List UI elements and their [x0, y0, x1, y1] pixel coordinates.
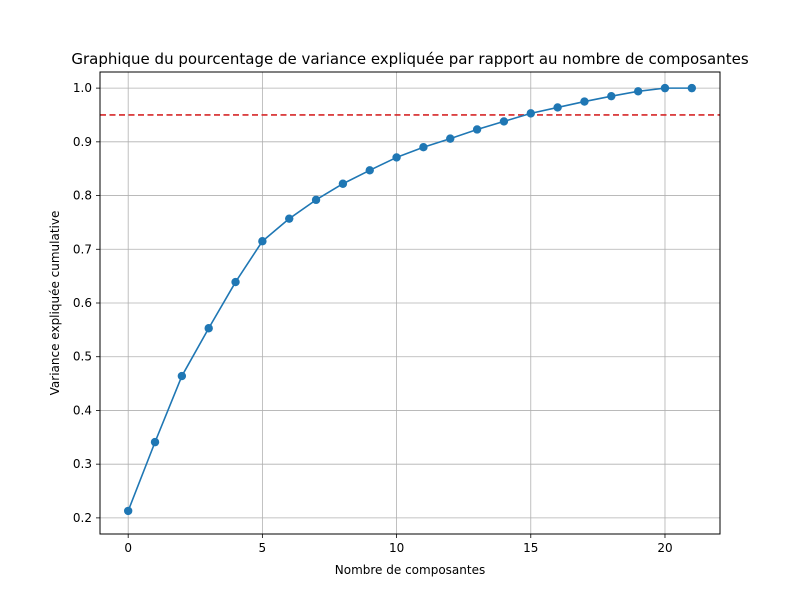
y-axis-label: Variance expliquée cumulative [48, 211, 62, 396]
data-point [553, 103, 562, 112]
x-tick-label: 10 [389, 541, 404, 555]
data-point [204, 324, 213, 333]
data-point [392, 153, 401, 162]
data-point [338, 179, 348, 188]
data-point [607, 91, 616, 101]
y-tick-label: 0.2 [73, 511, 92, 525]
y-axis-ticks: 0.2 0.3 0.4 0.5 0.6 0.7 0.8 0.9 1.0 [73, 81, 100, 525]
x-axis-ticks: 0 5 10 15 20 [124, 534, 673, 555]
series-layer [123, 83, 697, 516]
data-point [419, 143, 428, 152]
data-point [123, 506, 133, 516]
data-point [633, 87, 643, 96]
data-point [365, 166, 374, 175]
series-line [127, 87, 692, 512]
y-tick-label: 0.3 [73, 457, 92, 471]
data-point [285, 214, 294, 223]
data-point [446, 134, 455, 143]
y-tick-label: 0.7 [73, 242, 92, 256]
data-point [177, 371, 187, 381]
y-tick-label: 0.6 [73, 296, 92, 310]
data-point [311, 195, 321, 205]
y-tick-label: 0.9 [73, 135, 92, 149]
y-tick-label: 0.5 [73, 350, 92, 364]
data-point [150, 437, 160, 447]
data-point [258, 237, 267, 246]
y-tick-label: 0.4 [73, 403, 92, 417]
data-point [472, 125, 482, 134]
x-tick-label: 20 [657, 541, 672, 555]
chart-title: Graphique du pourcentage de variance exp… [71, 50, 748, 68]
x-tick-label: 15 [523, 541, 538, 555]
y-tick-label: 1.0 [73, 81, 92, 95]
data-point [580, 97, 589, 106]
data-point [687, 83, 697, 93]
data-point [526, 109, 535, 118]
data-point [499, 117, 509, 126]
x-tick-label: 0 [124, 541, 132, 555]
data-point [660, 83, 670, 93]
y-tick-label: 0.8 [73, 189, 92, 203]
grid-layer [100, 72, 720, 534]
x-axis-label: Nombre de composantes [335, 563, 485, 577]
x-tick-label: 5 [259, 541, 267, 555]
data-point [231, 277, 240, 287]
